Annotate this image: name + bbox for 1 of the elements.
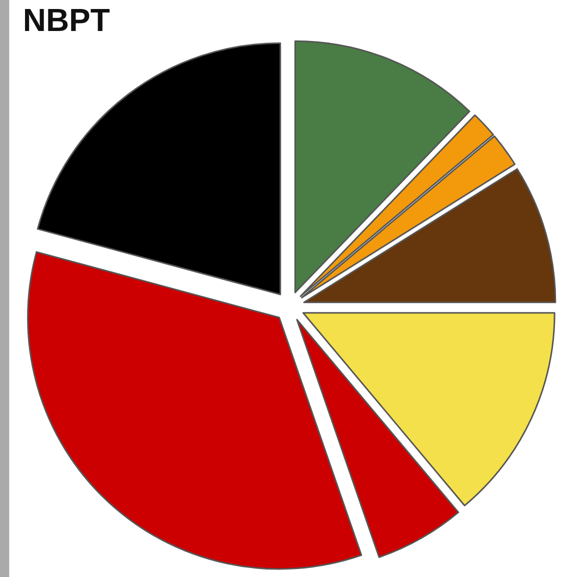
chart-title: NBPT — [22, 2, 110, 38]
